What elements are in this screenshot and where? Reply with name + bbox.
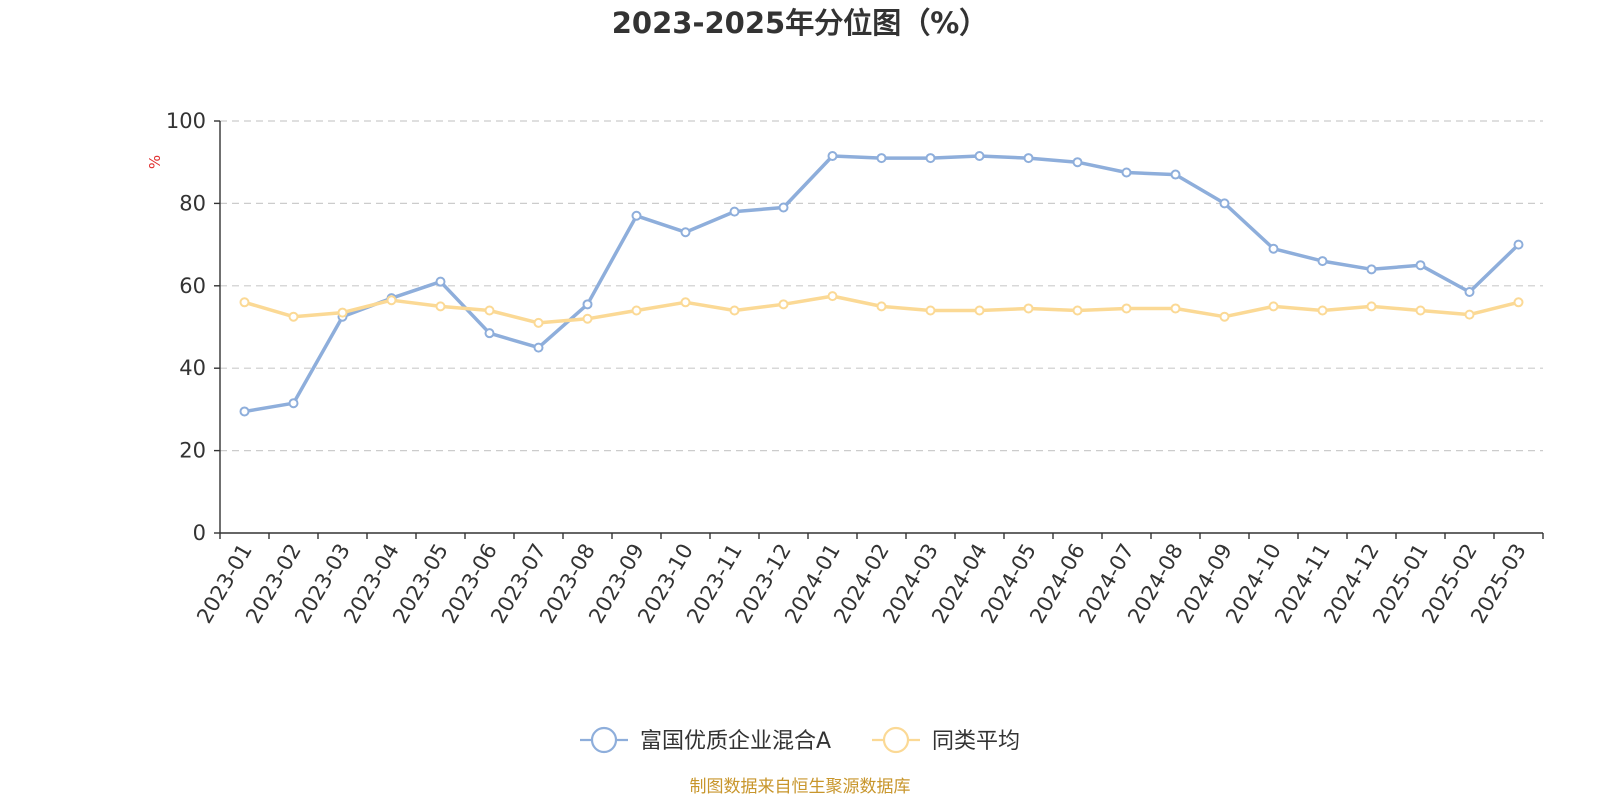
- axes: [214, 120, 1544, 539]
- data-point-series-0[interactable]: [1121, 167, 1132, 178]
- legend-marker-icon: [882, 726, 910, 754]
- data-point-series-1[interactable]: [778, 299, 789, 310]
- data-point-series-0[interactable]: [729, 206, 740, 217]
- data-point-series-0[interactable]: [1317, 256, 1328, 267]
- y-tick-label: 40: [179, 356, 206, 380]
- data-point-series-1[interactable]: [337, 307, 348, 318]
- data-point-series-1[interactable]: [288, 311, 299, 322]
- data-point-series-0[interactable]: [778, 202, 789, 213]
- data-point-series-1[interactable]: [680, 297, 691, 308]
- data-point-series-1[interactable]: [582, 313, 593, 324]
- data-point-series-1[interactable]: [1366, 301, 1377, 312]
- data-point-series-1[interactable]: [827, 291, 838, 302]
- data-point-series-1[interactable]: [1268, 301, 1279, 312]
- data-point-series-0[interactable]: [925, 153, 936, 164]
- data-point-series-0[interactable]: [1219, 198, 1230, 209]
- data-point-series-0[interactable]: [1072, 157, 1083, 168]
- data-point-series-0[interactable]: [974, 151, 985, 162]
- data-point-series-0[interactable]: [631, 210, 642, 221]
- legend-item-0[interactable]: 富国优质企业混合A: [580, 726, 831, 754]
- data-point-series-0[interactable]: [1513, 239, 1524, 250]
- data-point-series-0[interactable]: [1023, 153, 1034, 164]
- data-point-series-0[interactable]: [484, 328, 495, 339]
- legend[interactable]: 富国优质企业混合A 同类平均: [580, 726, 1020, 754]
- data-point-series-0[interactable]: [435, 276, 446, 287]
- data-point-series-0[interactable]: [1268, 243, 1279, 254]
- y-axis-unit-label: %: [146, 155, 164, 169]
- data-point-series-1[interactable]: [1513, 297, 1524, 308]
- data-point-series-1[interactable]: [533, 317, 544, 328]
- chart-title: 2023-2025年分位图（%）: [612, 6, 989, 40]
- data-point-series-0[interactable]: [533, 342, 544, 353]
- data-point-series-1[interactable]: [974, 305, 985, 316]
- y-tick-label: 60: [179, 274, 206, 298]
- data-point-series-0[interactable]: [680, 227, 691, 238]
- y-tick-label: 80: [179, 191, 206, 215]
- data-point-series-1[interactable]: [1415, 305, 1426, 316]
- data-point-series-1[interactable]: [1464, 309, 1475, 320]
- data-point-series-0[interactable]: [876, 153, 887, 164]
- data-point-series-1[interactable]: [925, 305, 936, 316]
- legend-label: 同类平均: [932, 729, 1020, 754]
- data-point-series-1[interactable]: [435, 301, 446, 312]
- data-point-series-1[interactable]: [631, 305, 642, 316]
- data-points: [239, 151, 1524, 417]
- data-point-series-0[interactable]: [1366, 264, 1377, 275]
- data-point-series-0[interactable]: [1464, 286, 1475, 297]
- data-point-series-0[interactable]: [582, 299, 593, 310]
- data-point-series-1[interactable]: [729, 305, 740, 316]
- data-point-series-0[interactable]: [827, 151, 838, 162]
- data-point-series-1[interactable]: [1219, 311, 1230, 322]
- data-point-series-0[interactable]: [1170, 169, 1181, 180]
- legend-label: 富国优质企业混合A: [640, 729, 831, 754]
- series-lines: [244, 154, 1520, 414]
- data-point-series-1[interactable]: [1072, 305, 1083, 316]
- source-note: 制图数据来自恒生聚源数据库: [690, 777, 911, 797]
- legend-item-1[interactable]: 同类平均: [872, 726, 1020, 754]
- grid-lines: [220, 120, 1543, 452]
- y-tick-label: 0: [193, 521, 206, 545]
- y-tick-labels: 0 20 40 60 80 100: [166, 109, 206, 545]
- legend-marker-icon: [590, 726, 618, 754]
- data-point-series-1[interactable]: [239, 297, 250, 308]
- data-point-series-1[interactable]: [1023, 303, 1034, 314]
- data-point-series-0[interactable]: [1415, 260, 1426, 271]
- data-point-series-1[interactable]: [1121, 303, 1132, 314]
- data-point-series-0[interactable]: [288, 398, 299, 409]
- data-point-series-1[interactable]: [484, 305, 495, 316]
- series-line-0: [244, 154, 1520, 414]
- data-point-series-0[interactable]: [239, 406, 250, 417]
- data-point-series-1[interactable]: [876, 301, 887, 312]
- y-tick-label: 100: [166, 109, 206, 133]
- data-point-series-1[interactable]: [1317, 305, 1328, 316]
- x-tick-labels: 2023-012023-022023-032023-042023-052023-…: [192, 540, 1531, 628]
- y-tick-label: 20: [179, 439, 206, 463]
- data-point-series-1[interactable]: [1170, 303, 1181, 314]
- data-point-series-1[interactable]: [386, 295, 397, 306]
